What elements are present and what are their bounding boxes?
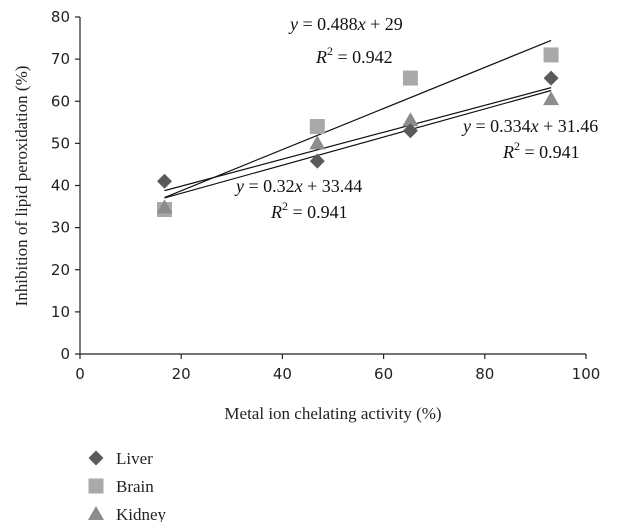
x-tick-label: 60	[374, 365, 393, 383]
legend: Liver Brain Kidney	[88, 449, 167, 522]
legend-label-liver: Liver	[116, 449, 153, 468]
data-point-brain	[402, 70, 418, 86]
r2-kidney: R2 = 0.941	[502, 139, 580, 162]
data-point-brain	[543, 47, 559, 63]
data-point-liver	[543, 70, 559, 86]
y-ticks: 0 10 20 30 40 50 60 70 80	[51, 8, 80, 363]
data-points	[156, 47, 560, 218]
data-point-liver	[402, 123, 418, 139]
equation-brain: y = 0.488x + 29	[288, 14, 403, 34]
data-point-liver	[157, 173, 173, 189]
data-point-kidney	[156, 199, 173, 214]
legend-triangle-icon	[88, 506, 104, 520]
equation-kidney: y = 0.334x + 31.46	[461, 116, 598, 136]
r2-brain: R2 = 0.942	[315, 44, 393, 67]
y-tick-label: 70	[51, 50, 70, 68]
trendline-equations: y = 0.488x + 29 R2 = 0.942 y = 0.334x + …	[234, 14, 598, 222]
y-tick-label: 30	[51, 219, 70, 237]
y-tick-label: 40	[51, 177, 70, 195]
trendline-liver	[164, 87, 552, 192]
y-tick-label: 60	[51, 92, 70, 110]
x-tick-label: 80	[475, 365, 494, 383]
legend-label-kidney: Kidney	[116, 505, 167, 522]
y-tick-label: 10	[51, 303, 70, 321]
y-tick-label: 20	[51, 261, 70, 279]
y-axis-title: Inhibition of lipid peroxidation (%)	[12, 66, 31, 307]
x-tick-label: 100	[572, 365, 601, 383]
trendline-kidney	[164, 89, 552, 199]
x-tick-label: 40	[273, 365, 292, 383]
axes: 0 10 20 30 40 50 60 70 80 0 20 40 60 80 100	[51, 8, 600, 383]
data-point-kidney	[402, 112, 419, 127]
y-tick-label: 50	[51, 134, 70, 152]
legend-label-brain: Brain	[116, 477, 154, 496]
data-point-brain	[309, 119, 325, 135]
legend-square-icon	[88, 478, 104, 494]
x-tick-label: 20	[172, 365, 191, 383]
data-point-kidney	[309, 135, 326, 150]
y-tick-label: 0	[60, 345, 70, 363]
data-point-liver	[309, 153, 325, 169]
data-point-kidney	[543, 91, 560, 106]
y-tick-label: 80	[51, 8, 70, 26]
r2-liver: R2 = 0.941	[270, 199, 348, 222]
trendline-brain	[164, 39, 552, 199]
trendlines	[164, 39, 552, 199]
x-axis-title: Metal ion chelating activity (%)	[224, 404, 441, 423]
equation-liver: y = 0.32x + 33.44	[234, 176, 362, 196]
legend-diamond-icon	[88, 450, 104, 466]
x-tick-label: 0	[75, 365, 85, 383]
x-ticks: 0 20 40 60 80 100	[75, 354, 600, 383]
